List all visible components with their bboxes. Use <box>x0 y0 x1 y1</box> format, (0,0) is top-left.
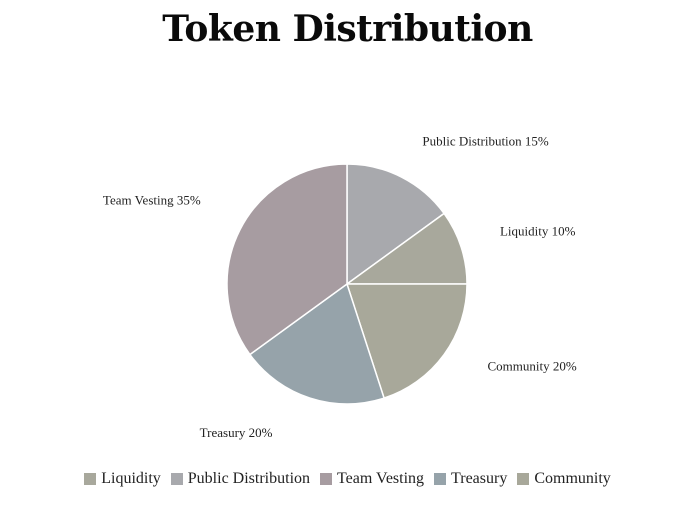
chart-legend: Liquidity Public Distribution Team Vesting… <box>0 470 695 488</box>
legend-swatch <box>170 473 183 485</box>
pie-slice-treasury <box>248 282 386 405</box>
data-label-treasury: Treasury 20% <box>200 425 273 440</box>
legend-item-public-distribution: Public Distribution <box>170 470 311 488</box>
pie-slice-community <box>345 283 468 400</box>
legend-label: Team Vesting <box>337 470 425 487</box>
data-label-public-distribution: Public Distribution 15% <box>422 134 549 149</box>
legend-swatch <box>434 473 447 485</box>
pie-slice-team-vesting <box>226 163 348 356</box>
legend-swatch <box>320 473 333 485</box>
chart-title: Token Distribution <box>162 8 533 50</box>
legend-label: Treasury <box>451 470 508 487</box>
legend-swatch <box>517 473 530 485</box>
legend-item-team-vesting: Team Vesting <box>320 470 424 488</box>
pie-slice-public-distribution <box>346 163 446 286</box>
legend-label: Community <box>534 470 611 487</box>
data-label-community: Community 20% <box>487 359 576 374</box>
pie-slice-liquidity <box>344 212 468 285</box>
legend-item-liquidity: Liquidity <box>84 470 161 488</box>
legend-label: Liquidity <box>101 470 161 487</box>
data-label-liquidity: Liquidity 10% <box>500 224 576 239</box>
data-label-team-vesting: Team Vesting 35% <box>103 193 201 208</box>
legend-label: Public Distribution <box>187 470 311 487</box>
legend-item-treasury: Treasury <box>434 470 507 488</box>
legend-item-community: Community <box>517 470 611 488</box>
legend-swatch <box>84 473 97 485</box>
